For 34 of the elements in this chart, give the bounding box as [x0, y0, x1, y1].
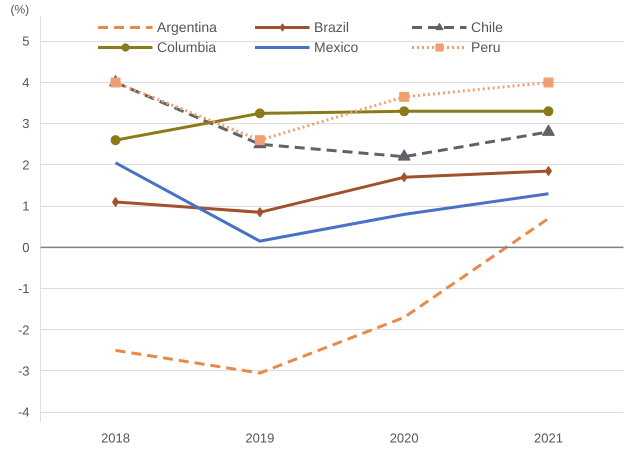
point [254, 135, 265, 146]
y-tick-label: 3 [22, 116, 30, 132]
x-tick-label: 2018 [101, 430, 130, 446]
y-tick-label: 0 [22, 240, 30, 255]
point [254, 108, 265, 118]
point [112, 196, 120, 207]
y-axis-title: (%) [10, 2, 30, 16]
line-series [114, 216, 550, 375]
point [399, 106, 410, 116]
point [399, 92, 410, 102]
x-tick-label: 2021 [534, 430, 563, 446]
point [110, 135, 121, 146]
point [256, 207, 264, 218]
legend-label: Columbia [157, 38, 218, 56]
legend-label: Mexico [314, 38, 360, 56]
legend-label: Argentina [157, 18, 218, 36]
y-tick-label: 1 [22, 198, 30, 214]
legend-label: Chile [471, 18, 504, 36]
x-tick-label: 2020 [390, 430, 419, 446]
y-tick-label: -4 [18, 404, 30, 420]
y-tick-label: -3 [18, 363, 30, 378]
point [400, 172, 408, 182]
x-tick-label: 2019 [245, 430, 274, 446]
point [543, 106, 554, 116]
y-tick-label: 2 [22, 157, 30, 172]
y-tick-label: -1 [18, 281, 30, 296]
point [543, 77, 554, 88]
point [544, 166, 552, 176]
legend-label: Peru [471, 38, 502, 56]
legend-label: Brazil [314, 18, 350, 36]
y-tick-label: 5 [22, 34, 30, 49]
line-series [114, 161, 550, 243]
y-tick-label: 4 [22, 74, 30, 90]
y-tick-label: -2 [18, 322, 30, 338]
